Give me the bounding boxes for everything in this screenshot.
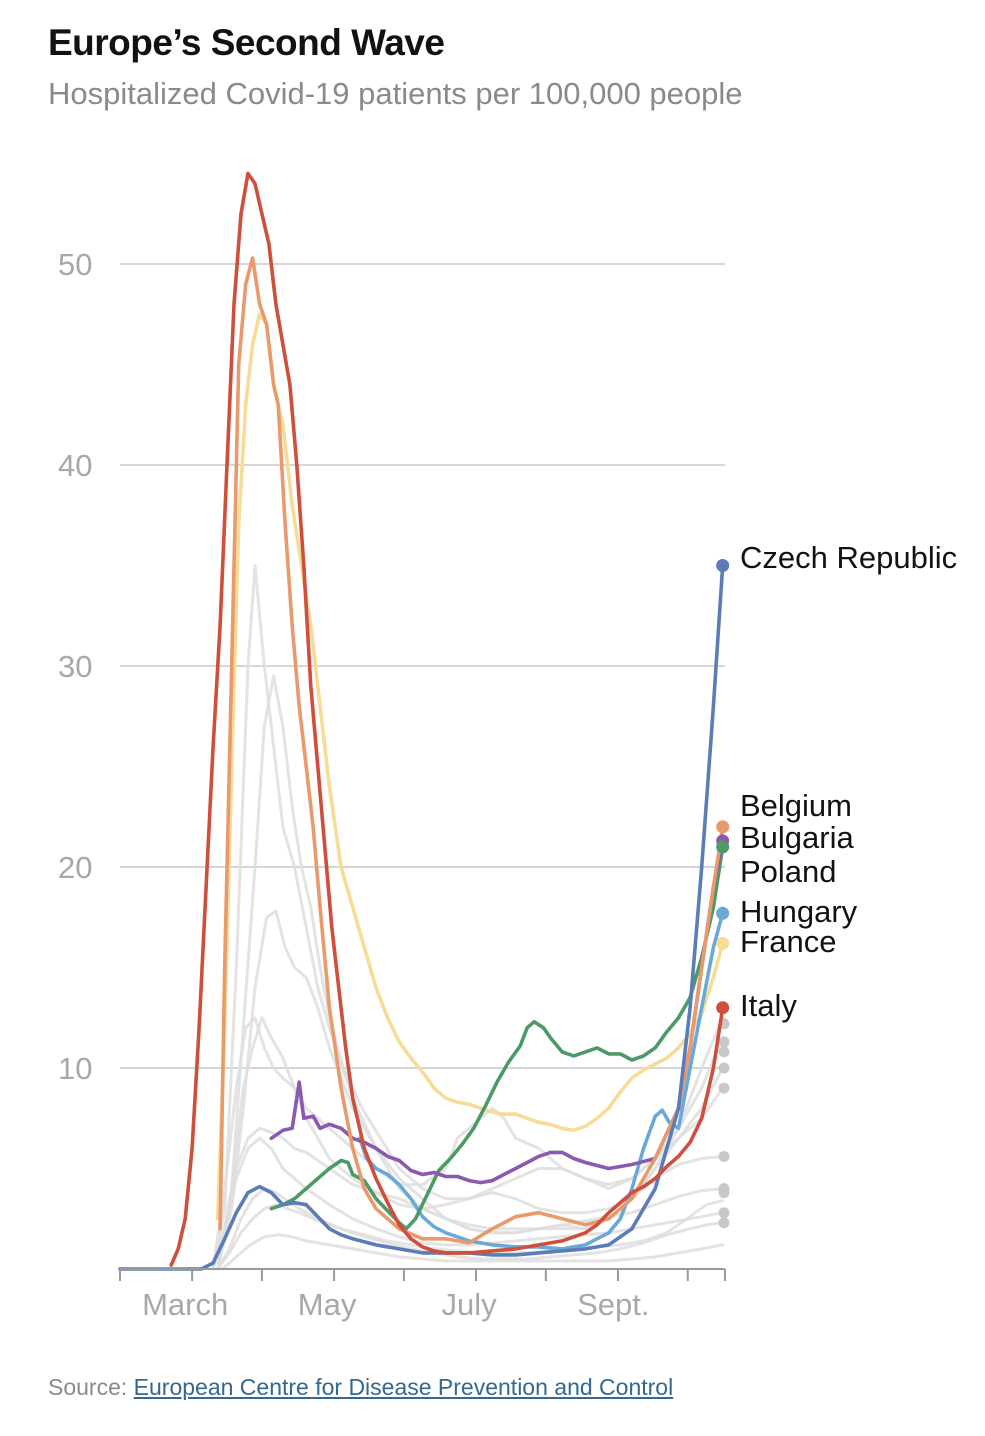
y-tick-label-40: 40 [58, 448, 92, 483]
background-end-dot [718, 1187, 730, 1199]
chart-title: Europe’s Second Wave [48, 22, 445, 63]
background-end-dots [718, 1018, 730, 1229]
chart-subtitle: Hospitalized Covid-19 patients per 100,0… [48, 76, 743, 111]
series-end-dot-poland [716, 840, 730, 854]
source-note: Source: European Centre for Disease Prev… [48, 1374, 673, 1401]
background-series-line [216, 674, 725, 1271]
series-line-czech-republic [118, 563, 725, 1271]
series-end-dot-hungary [716, 906, 730, 920]
x-axis: March May July Sept. [119, 1268, 726, 1322]
y-axis-ticks: 10 20 30 40 50 [58, 247, 92, 1086]
x-tick-label-july: July [441, 1287, 497, 1322]
label-poland: Poland [740, 854, 837, 889]
y-tick-label-20: 20 [58, 850, 92, 885]
series-labels: Czech Republic Belgium Bulgaria Poland H… [740, 540, 957, 1023]
series-line-poland [269, 845, 725, 1231]
series-end-dot-italy [716, 1001, 730, 1015]
source-link[interactable]: European Centre for Disease Prevention a… [133, 1374, 674, 1400]
source-prefix: Source: [48, 1374, 128, 1400]
label-hungary: Hungary [740, 894, 858, 929]
background-end-dot [718, 1217, 730, 1229]
background-end-dot [718, 1082, 730, 1094]
x-tick-label-march: March [142, 1287, 228, 1322]
x-tick-label-may: May [298, 1287, 357, 1322]
background-series-line [220, 1233, 725, 1271]
background-series-line [216, 1199, 725, 1271]
background-end-dot [718, 1150, 730, 1162]
chart-svg: 10 20 30 40 50 March May July Sept. Czech Repub… [58, 171, 957, 1322]
background-series-line [211, 564, 725, 1271]
background-series-line [211, 1126, 725, 1271]
label-bulgaria: Bulgaria [740, 820, 854, 855]
series-line-italy [169, 171, 725, 1267]
label-italy: Italy [740, 988, 797, 1023]
background-end-dot [718, 1207, 730, 1219]
label-france: France [740, 924, 836, 959]
series-end-dot-france [716, 936, 730, 950]
background-series-line [211, 1136, 725, 1271]
grid-lines [120, 263, 725, 1069]
background-end-dot [718, 1036, 730, 1048]
series-line-bulgaria [269, 839, 725, 1185]
y-tick-label-30: 30 [58, 649, 92, 684]
background-end-dot [718, 1062, 730, 1074]
label-belgium: Belgium [740, 788, 852, 823]
background-series-group [211, 564, 725, 1271]
series-end-dot-czech-republic [716, 559, 730, 572]
label-czech-republic: Czech Republic [740, 540, 957, 575]
series-line-belgium [218, 256, 725, 1245]
highlighted-series-group [118, 171, 730, 1271]
background-end-dot [718, 1046, 730, 1058]
y-tick-label-50: 50 [58, 247, 92, 282]
y-tick-label-10: 10 [58, 1051, 92, 1086]
series-line-hungary [357, 911, 725, 1251]
series-end-dot-belgium [716, 820, 730, 834]
x-tick-label-sept: Sept. [577, 1287, 649, 1322]
background-series-line [216, 909, 725, 1271]
